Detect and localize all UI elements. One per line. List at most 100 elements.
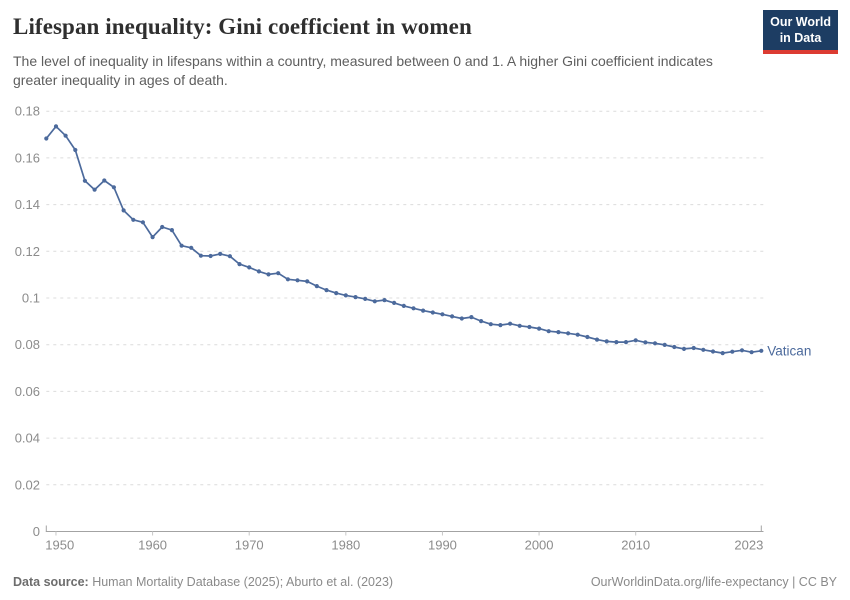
data-point[interactable] — [208, 253, 213, 259]
data-point[interactable] — [121, 208, 126, 213]
chart-footer: Data source: Human Mortality Database (2… — [13, 575, 837, 589]
data-point[interactable] — [102, 178, 107, 183]
data-point[interactable] — [508, 321, 513, 326]
data-point[interactable] — [363, 296, 368, 301]
data-point[interactable] — [189, 245, 194, 250]
data-point[interactable] — [314, 284, 319, 289]
data-point[interactable] — [150, 235, 155, 240]
data-point[interactable] — [681, 346, 687, 351]
data-source-text: Human Mortality Database (2025); Aburto … — [88, 575, 394, 589]
data-point[interactable] — [160, 224, 165, 230]
data-point[interactable] — [546, 329, 551, 334]
y-tick-label: 0.1 — [22, 291, 40, 306]
data-point[interactable] — [517, 323, 522, 328]
data-point[interactable] — [305, 279, 310, 284]
data-point[interactable] — [411, 306, 416, 311]
data-point[interactable] — [82, 178, 87, 183]
data-point[interactable] — [575, 332, 580, 337]
data-point[interactable] — [566, 331, 571, 336]
data-point[interactable] — [672, 344, 677, 350]
data-source-label: Data source: — [13, 575, 89, 589]
data-point[interactable] — [169, 228, 174, 233]
data-point[interactable] — [372, 299, 377, 304]
data-point[interactable] — [295, 278, 300, 283]
data-point[interactable] — [44, 136, 49, 141]
data-point[interactable] — [614, 340, 619, 345]
data-point[interactable] — [218, 251, 223, 256]
entity-label-vatican: Vatican — [767, 343, 811, 358]
y-tick-label: 0.18 — [15, 104, 40, 119]
data-point[interactable] — [479, 319, 484, 324]
data-point[interactable] — [179, 243, 184, 248]
data-point[interactable] — [401, 303, 406, 308]
y-tick-label: 0.04 — [15, 431, 40, 446]
y-tick-label: 0.02 — [15, 477, 40, 492]
x-tick-label: 1990 — [428, 538, 457, 553]
data-point[interactable] — [527, 324, 532, 330]
data-point[interactable] — [247, 265, 252, 270]
data-point[interactable] — [285, 277, 290, 282]
data-point[interactable] — [556, 330, 561, 335]
data-point[interactable] — [691, 345, 696, 351]
data-point[interactable] — [227, 254, 232, 259]
data-point[interactable] — [720, 351, 725, 356]
page-title: Lifespan inequality: Gini coefficient in… — [13, 14, 472, 39]
x-tick-label: 1960 — [138, 538, 167, 553]
data-point[interactable] — [198, 253, 203, 258]
data-point[interactable] — [353, 295, 358, 300]
data-point[interactable] — [459, 316, 464, 321]
data-point[interactable] — [266, 272, 271, 277]
data-point[interactable] — [701, 347, 706, 352]
data-point[interactable] — [440, 312, 445, 317]
data-point[interactable] — [111, 185, 116, 190]
data-point[interactable] — [585, 334, 590, 340]
owid-logo-line2: in Data — [779, 30, 822, 45]
data-point[interactable] — [469, 315, 474, 320]
data-point[interactable] — [662, 342, 667, 347]
chart-subtitle: The level of inequality in lifespans wit… — [13, 53, 713, 89]
data-point[interactable] — [450, 314, 455, 319]
data-point[interactable] — [131, 217, 136, 222]
data-point[interactable] — [53, 124, 59, 129]
data-point[interactable] — [710, 349, 716, 354]
data-source-note: Data source: Human Mortality Database (2… — [13, 575, 393, 589]
y-tick-label: 0.06 — [15, 384, 40, 399]
owid-logo[interactable]: Our World in Data — [763, 10, 838, 55]
data-point[interactable] — [343, 293, 348, 298]
data-point[interactable] — [488, 322, 493, 327]
data-point[interactable] — [430, 310, 435, 315]
data-point[interactable] — [73, 147, 78, 153]
x-tick-label: 2010 — [621, 538, 650, 553]
data-point[interactable] — [63, 133, 68, 138]
data-point[interactable] — [256, 269, 261, 274]
data-point[interactable] — [334, 291, 339, 296]
data-point[interactable] — [237, 262, 242, 267]
data-point[interactable] — [276, 271, 281, 276]
data-point[interactable] — [421, 308, 426, 313]
data-point[interactable] — [739, 348, 745, 353]
y-tick-label: 0.16 — [15, 150, 40, 165]
y-tick-label: 0.08 — [15, 337, 40, 352]
x-tick-label: 1980 — [331, 538, 360, 553]
data-point[interactable] — [140, 220, 145, 225]
data-point[interactable] — [604, 339, 609, 344]
data-point[interactable] — [537, 326, 542, 331]
data-point[interactable] — [749, 350, 754, 355]
data-point[interactable] — [623, 340, 629, 345]
data-point[interactable] — [498, 323, 503, 328]
data-point[interactable] — [643, 340, 648, 345]
data-point[interactable] — [594, 337, 600, 342]
data-point[interactable] — [652, 341, 658, 346]
data-point[interactable] — [324, 288, 329, 293]
data-point[interactable] — [92, 187, 97, 192]
footer-citation-link[interactable]: OurWorldinData.org/life-expectancy | CC … — [590, 575, 837, 589]
data-point[interactable] — [633, 338, 638, 343]
data-point[interactable] — [392, 300, 397, 305]
data-point[interactable] — [382, 298, 387, 303]
data-point[interactable] — [730, 349, 735, 354]
x-tick-label: 2023 — [734, 538, 763, 553]
x-tick-label: 2000 — [525, 538, 554, 553]
data-point[interactable] — [759, 348, 764, 353]
